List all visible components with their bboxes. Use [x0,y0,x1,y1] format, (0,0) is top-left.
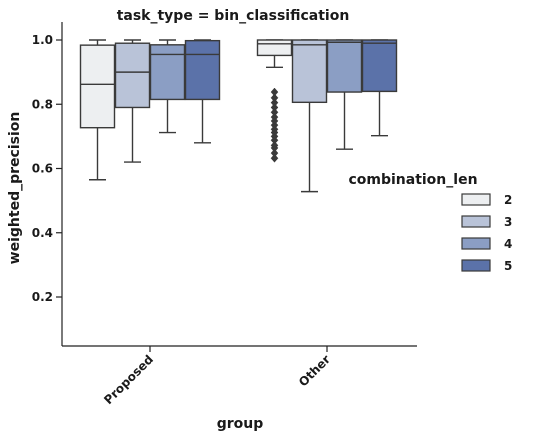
legend-label-3: 3 [504,215,512,229]
flier-point [270,87,279,97]
legend-swatch-5 [461,259,491,272]
box-proposed-4 [149,39,186,134]
legend: combination_len 2 3 4 5 [348,172,512,273]
box-proposed-5 [184,39,221,144]
box-rect [149,44,186,101]
y-axis: 0.2 0.4 0.6 0.8 1.0 [32,22,63,346]
flier-point [270,103,279,112]
flier-point [270,93,279,103]
box-rect [326,39,363,93]
legend-label-4: 4 [504,237,512,251]
legend-swatch-2 [461,193,491,206]
x-tick-label: Proposed [101,352,156,407]
x-axis: Proposed Other [62,345,417,407]
y-axis-title: weighted_precision [7,112,23,265]
box-rect [361,39,398,93]
flier-point [270,140,279,150]
x-axis-title: group [217,416,264,432]
legend-label-2: 2 [504,193,512,207]
box-proposed-2 [79,39,116,181]
y-tick-label: 0.8 [32,97,53,111]
box-rect [256,39,293,57]
legend-swatch-4 [461,237,491,250]
box-rect [114,42,151,109]
box-proposed-3 [114,39,151,163]
flier-point [270,153,279,163]
flier-point [270,148,279,158]
box-other-5 [361,39,398,137]
box-other-2 [256,39,293,163]
y-tick-label: 0.4 [32,226,53,240]
box-rect [291,39,328,104]
chart-title: task_type = bin_classification [117,8,350,24]
flier-point [270,107,279,117]
legend-label-5: 5 [504,259,512,273]
flier-point [270,112,279,122]
y-tick-label: 1.0 [32,33,53,47]
legend-swatch-3 [461,215,491,228]
y-tick-label: 0.6 [32,162,53,176]
box-other-4 [326,39,363,150]
box-layer [79,39,398,193]
y-tick-label: 0.2 [32,290,53,304]
x-tick-label: Other [296,352,333,389]
box-rect [79,44,116,129]
box-rect [184,39,221,101]
flier-point [270,98,279,108]
box-other-3 [291,39,328,193]
legend-title: combination_len [348,172,477,188]
